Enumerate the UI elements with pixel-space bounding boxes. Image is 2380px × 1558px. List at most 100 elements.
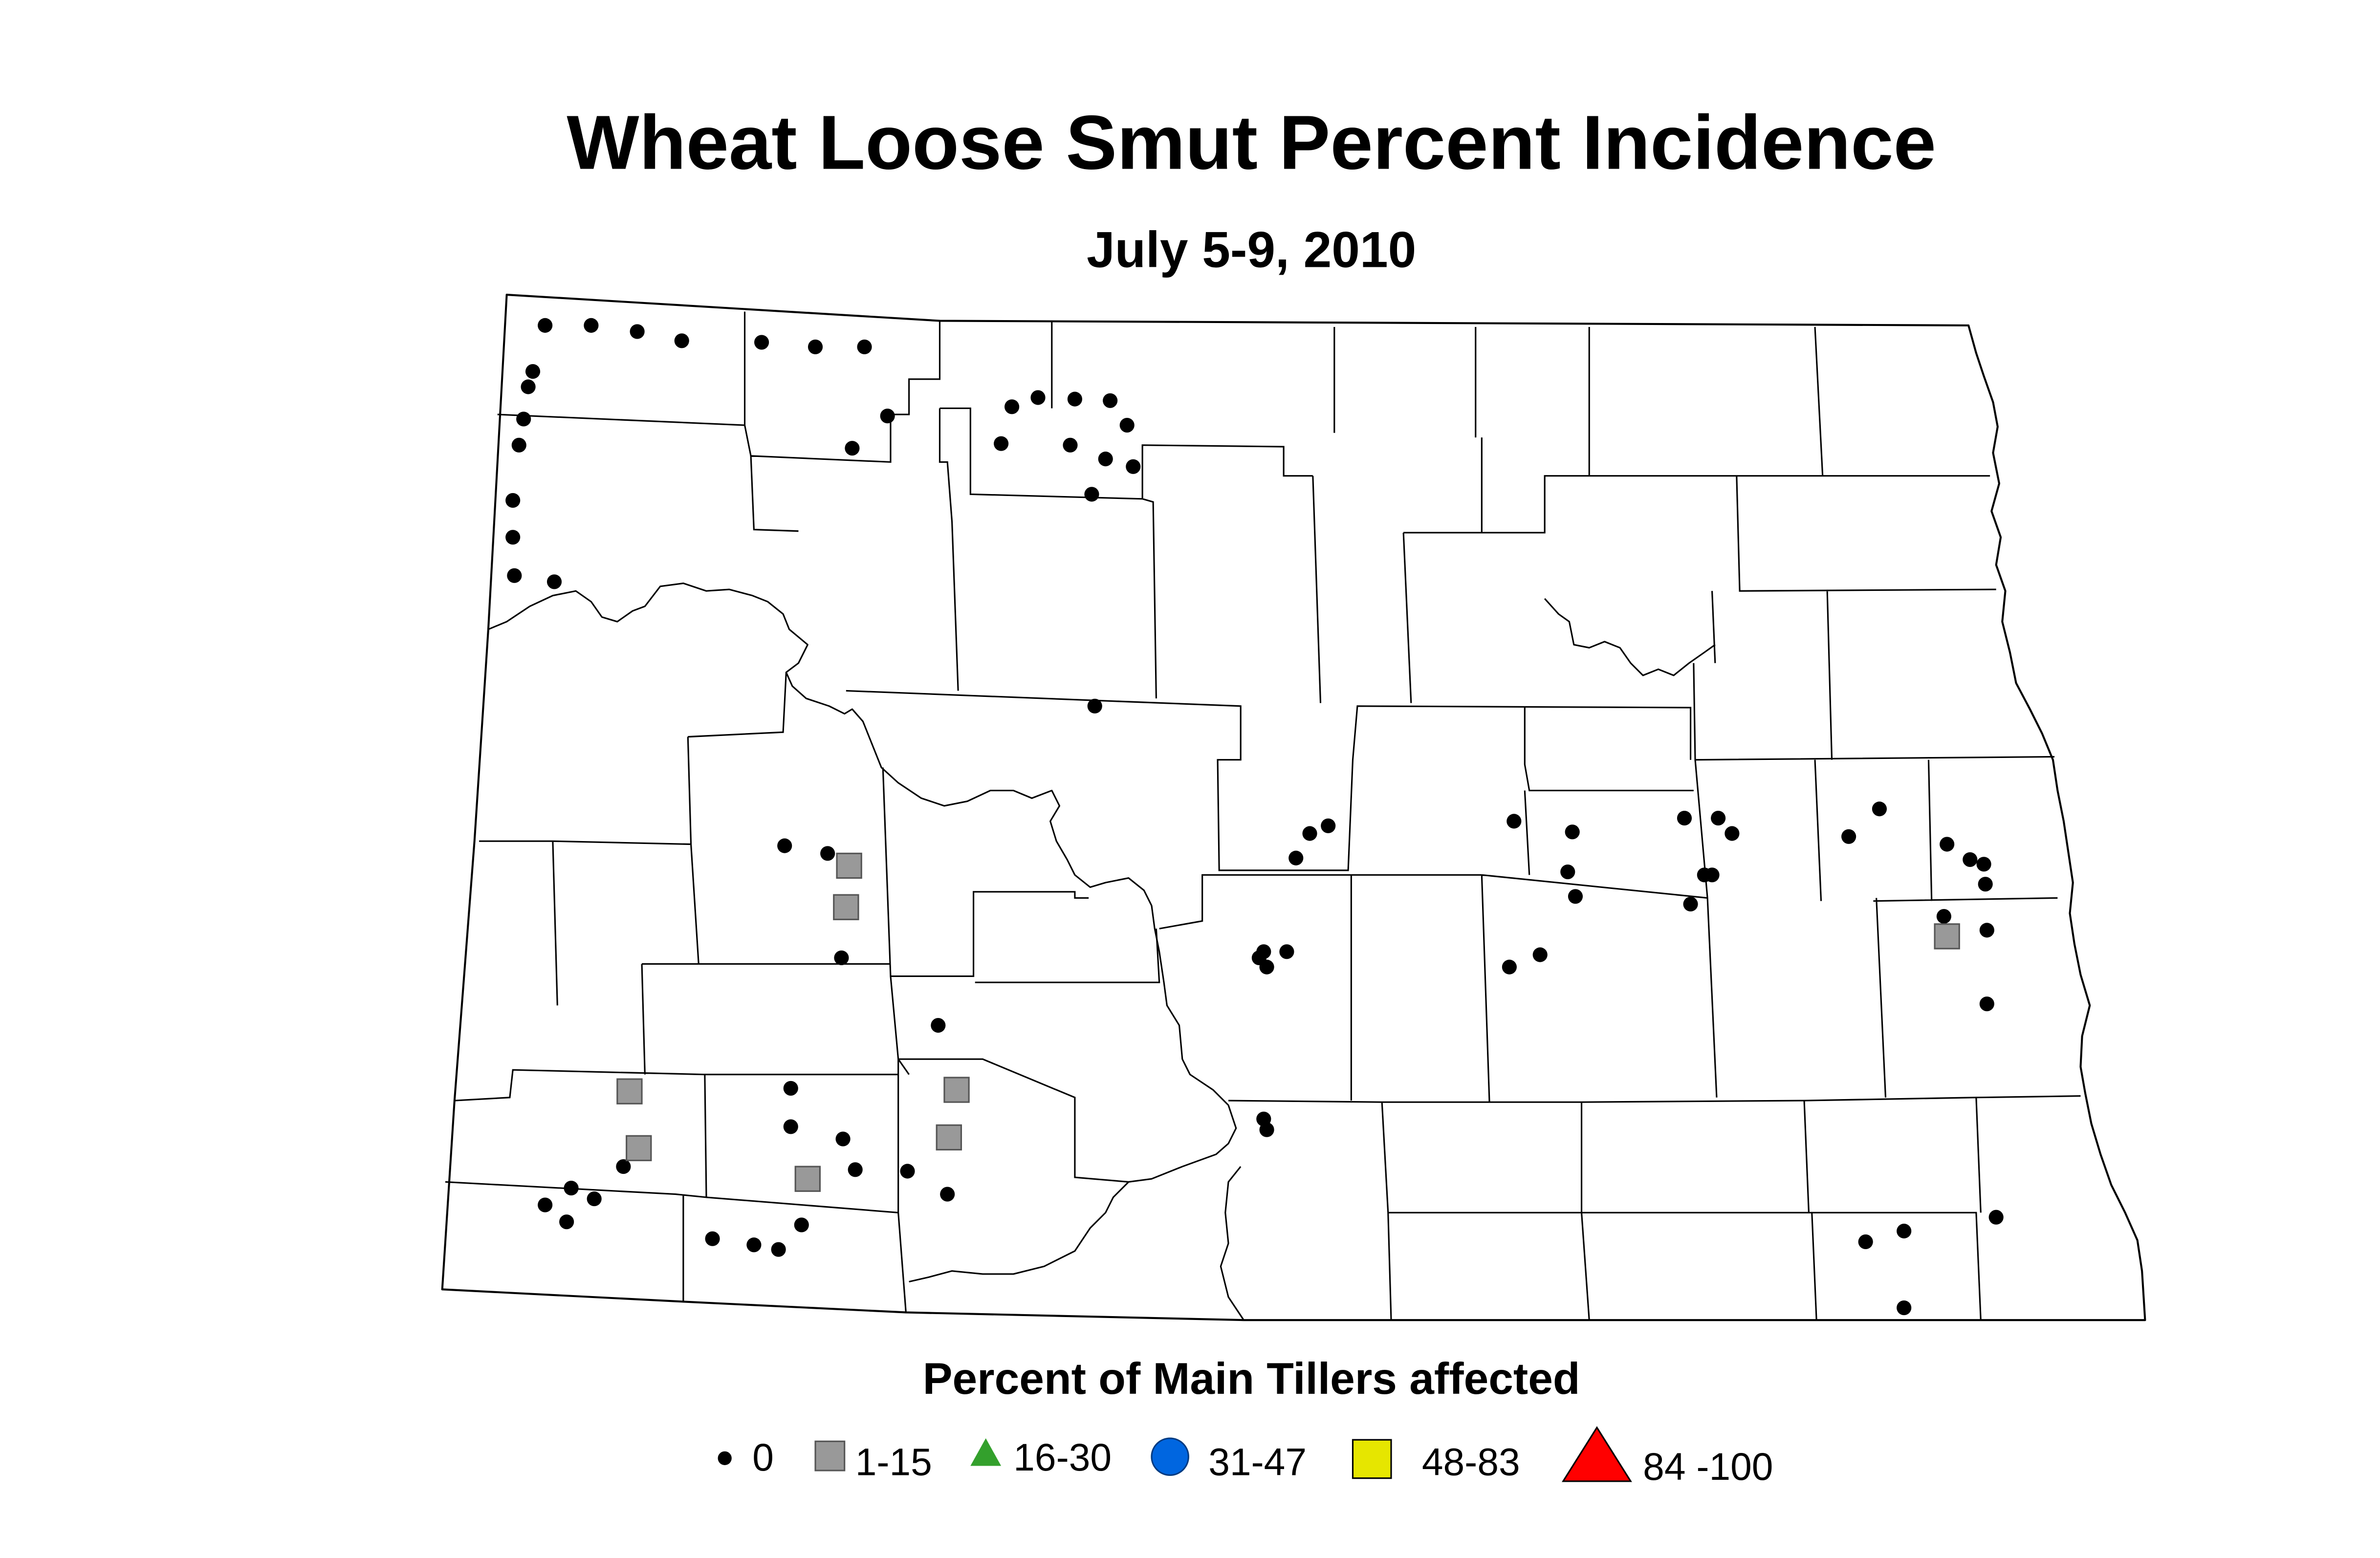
survey-point-0 [616,1159,631,1174]
survey-point-0 [1087,698,1102,714]
survey-point-0 [516,411,531,427]
survey-point-0 [511,437,526,453]
survey-point-0 [835,1131,851,1147]
survey-point-0 [1940,837,1955,852]
survey-point-0 [1988,1210,2004,1225]
survey-point-1-15 [943,1077,970,1103]
survey-point-0 [1978,877,1993,892]
survey-point-0 [538,318,553,333]
survey-point-0 [1098,452,1113,467]
legend-marker-0 [718,1451,732,1465]
survey-point-0 [820,846,835,861]
survey-point-0 [900,1164,915,1179]
survey-point-0 [857,339,872,354]
legend-label-84-100: 84 -100 [1643,1445,1773,1488]
survey-point-0 [777,838,792,853]
survey-point-0 [1004,399,1020,414]
survey-point-0 [783,1119,798,1134]
survey-point-0 [1063,437,1078,453]
survey-points-0-percent [505,318,2004,1316]
survey-point-0 [1979,996,1994,1012]
legend-marker-48-83 [1352,1439,1392,1479]
survey-point-0 [783,1081,798,1096]
legend-item-0: 0 [718,1436,774,1479]
survey-point-0 [754,335,769,350]
survey-point-0 [845,441,860,456]
survey-point-0 [507,568,522,583]
survey-point-0 [1979,923,1994,938]
survey-point-0 [1321,818,1336,833]
survey-point-1-15 [616,1078,643,1104]
survey-point-0 [1976,857,1991,872]
survey-point-0 [1288,850,1304,866]
state-outline [441,294,2146,1321]
survey-point-0 [705,1231,720,1246]
survey-point-0 [1725,826,1740,841]
legend-title: Percent of Main Tillers affected [923,1354,1580,1404]
survey-point-0 [587,1191,602,1207]
legend-label-31-47: 31-47 [1208,1440,1307,1483]
map-subtitle: July 5-9, 2010 [1087,221,1416,278]
legend-label-0: 0 [752,1436,774,1479]
legend-label-48-83: 48-83 [1422,1440,1520,1483]
survey-point-0 [771,1242,786,1257]
survey-point-0 [1841,829,1856,844]
survey-point-0 [746,1237,762,1253]
survey-point-0 [1302,826,1317,841]
survey-point-0 [1936,909,1951,924]
survey-point-0 [505,493,521,508]
survey-point-0 [1568,889,1583,904]
survey-point-0 [505,530,521,545]
survey-point-0 [1084,487,1099,502]
survey-point-1-15 [836,852,862,879]
survey-point-0 [1704,867,1720,883]
survey-points-1-15-percent [616,852,1960,1192]
survey-point-0 [1532,947,1548,962]
survey-point-0 [848,1162,863,1177]
survey-point-0 [564,1180,579,1196]
legend-marker-31-47 [1151,1437,1189,1476]
legend-marker-84-100 [1561,1426,1632,1482]
survey-point-0 [940,1187,955,1202]
survey-point-0 [1872,801,1887,817]
survey-point-0 [1502,959,1517,974]
rivers [488,582,1716,1321]
survey-point-0 [1683,896,1698,912]
survey-point-0 [674,333,689,348]
survey-point-0 [1103,393,1118,408]
legend-label-1-15: 1-15 [855,1440,932,1483]
survey-point-0 [630,324,645,339]
survey-point-0 [584,318,599,333]
survey-point-1-15 [626,1135,652,1162]
legend-label-16-30: 16-30 [1013,1436,1112,1479]
survey-point-0 [1067,391,1082,407]
survey-point-0 [1259,1122,1274,1137]
survey-point-1-15 [1934,923,1960,950]
survey-point-0 [546,574,562,589]
survey-point-0 [1565,824,1580,840]
survey-point-1-15 [936,1124,962,1151]
legend-marker-1-15 [814,1440,846,1471]
survey-point-0 [1507,814,1522,829]
legend-item-48-83: 48-83 [1352,1439,1520,1483]
survey-point-0 [1963,852,1978,867]
survey-point-0 [1119,417,1135,433]
survey-point-0 [1897,1300,1912,1316]
survey-point-1-15 [794,1166,821,1192]
survey-point-0 [1259,959,1274,974]
survey-point-0 [931,1018,946,1033]
legend-item-1-15: 1-15 [814,1440,932,1483]
survey-point-0 [525,364,541,379]
survey-point-0 [1677,811,1692,826]
survey-point-0 [1279,944,1294,959]
survey-point-0 [521,379,536,394]
survey-point-0 [834,950,849,965]
legend-item-84-100: 84 -100 [1561,1426,1773,1488]
survey-point-0 [1030,390,1046,405]
legend-item-31-47: 31-47 [1151,1437,1307,1483]
survey-point-1-15 [833,894,859,920]
survey-point-0 [1126,459,1141,474]
survey-point-0 [559,1214,574,1230]
